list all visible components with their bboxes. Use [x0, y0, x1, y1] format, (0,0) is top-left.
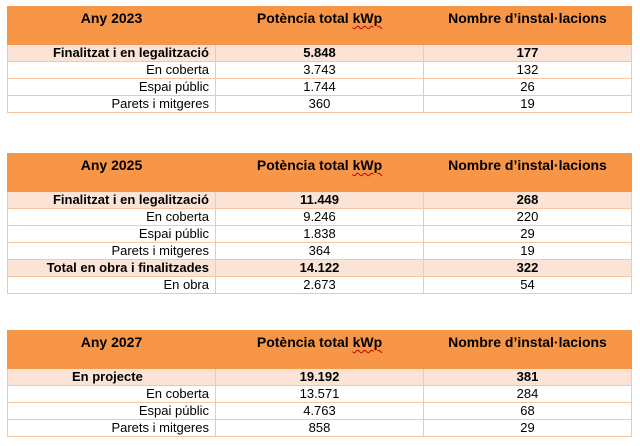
- year-header: Any 2025: [7, 153, 216, 192]
- header-row: Any 2023 Potència total kWp Nombre d’ins…: [7, 6, 632, 45]
- row-label: Parets i mitgeres: [7, 242, 216, 260]
- table-row: Espai públic 4.763 68: [7, 402, 632, 420]
- row-power: 14.122: [215, 259, 424, 277]
- row-count: 268: [423, 191, 632, 209]
- power-unit: kWp: [352, 10, 383, 26]
- row-power: 4.763: [215, 402, 424, 420]
- power-unit: kWp: [352, 334, 383, 350]
- table-row: Total en obra i finalitzades 14.122 322: [7, 259, 632, 277]
- row-label: Espai públic: [7, 402, 216, 420]
- table-row: En projecte 19.192 381: [7, 368, 632, 386]
- count-header: Nombre d’instal·lacions: [423, 153, 632, 192]
- row-count: 220: [423, 208, 632, 226]
- row-count: 26: [423, 78, 632, 96]
- row-count: 284: [423, 385, 632, 403]
- row-label: En coberta: [7, 385, 216, 403]
- row-power: 3.743: [215, 61, 424, 79]
- row-power: 11.449: [215, 191, 424, 209]
- row-power: 1.838: [215, 225, 424, 243]
- row-label: Espai públic: [7, 225, 216, 243]
- row-count: 29: [423, 225, 632, 243]
- row-power: 13.571: [215, 385, 424, 403]
- power-header-text: Potència total: [256, 334, 353, 350]
- power-header: Potència total kWp: [215, 330, 424, 369]
- row-power: 19.192: [215, 368, 424, 386]
- row-label: En coberta: [7, 61, 216, 79]
- table-row: En coberta 13.571 284: [7, 385, 632, 403]
- table-row: Espai públic 1.744 26: [7, 78, 632, 96]
- row-label: Espai públic: [7, 78, 216, 96]
- row-power: 360: [215, 95, 424, 113]
- header-row: Any 2027 Potència total kWp Nombre d’ins…: [7, 330, 632, 369]
- header-row: Any 2025 Potència total kWp Nombre d’ins…: [7, 153, 632, 192]
- power-header-text: Potència total: [256, 10, 353, 26]
- row-count: 19: [423, 95, 632, 113]
- table-2025: Any 2025 Potència total kWp Nombre d’ins…: [7, 153, 632, 294]
- row-count: 322: [423, 259, 632, 277]
- table-row: En coberta 3.743 132: [7, 61, 632, 79]
- table-row: Finalitzat i en legalització 11.449 268: [7, 191, 632, 209]
- power-header-text: Potència total: [256, 157, 353, 173]
- row-label: En obra: [7, 276, 216, 294]
- row-count: 54: [423, 276, 632, 294]
- power-header: Potència total kWp: [215, 153, 424, 192]
- table-row: Parets i mitgeres 364 19: [7, 242, 632, 260]
- row-label: En coberta: [7, 208, 216, 226]
- table-2023: Any 2023 Potència total kWp Nombre d’ins…: [7, 6, 632, 113]
- count-header: Nombre d’instal·lacions: [423, 6, 632, 45]
- row-count: 381: [423, 368, 632, 386]
- row-power: 1.744: [215, 78, 424, 96]
- row-label: Finalitzat i en legalització: [7, 191, 216, 209]
- row-label: Parets i mitgeres: [7, 95, 216, 113]
- table-row: Parets i mitgeres 360 19: [7, 95, 632, 113]
- power-unit: kWp: [352, 157, 383, 173]
- row-count: 29: [423, 419, 632, 437]
- power-header: Potència total kWp: [215, 6, 424, 45]
- row-label: Total en obra i finalitzades: [7, 259, 216, 277]
- row-power: 364: [215, 242, 424, 260]
- table-2027: Any 2027 Potència total kWp Nombre d’ins…: [7, 330, 632, 437]
- table-row: Parets i mitgeres 858 29: [7, 419, 632, 437]
- row-label: En projecte: [7, 368, 216, 386]
- row-count: 177: [423, 44, 632, 62]
- row-label: Parets i mitgeres: [7, 419, 216, 437]
- row-label: Finalitzat i en legalització: [7, 44, 216, 62]
- row-power: 5.848: [215, 44, 424, 62]
- year-header: Any 2023: [7, 6, 216, 45]
- table-row: Espai públic 1.838 29: [7, 225, 632, 243]
- table-row: En obra 2.673 54: [7, 276, 632, 294]
- year-header: Any 2027: [7, 330, 216, 369]
- row-count: 68: [423, 402, 632, 420]
- row-power: 9.246: [215, 208, 424, 226]
- table-row: En coberta 9.246 220: [7, 208, 632, 226]
- row-power: 2.673: [215, 276, 424, 294]
- count-header: Nombre d’instal·lacions: [423, 330, 632, 369]
- row-power: 858: [215, 419, 424, 437]
- table-row: Finalitzat i en legalització 5.848 177: [7, 44, 632, 62]
- row-count: 19: [423, 242, 632, 260]
- row-count: 132: [423, 61, 632, 79]
